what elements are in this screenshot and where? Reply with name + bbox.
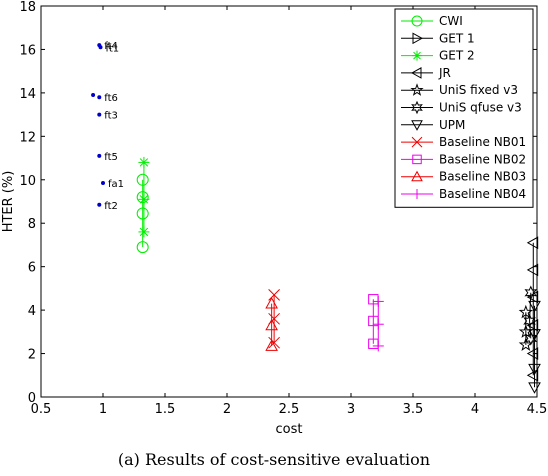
x-tick-label: 1.5 xyxy=(155,402,176,417)
data-point xyxy=(268,289,280,301)
legend-label: Baseline NB02 xyxy=(439,152,526,166)
legend-label: Baseline NB03 xyxy=(439,170,526,184)
y-axis: 0 2 4 6 8 10 12 14 16 18 xyxy=(19,0,537,406)
y-axis-label: HTER (%) xyxy=(1,171,16,233)
data-point xyxy=(101,181,105,186)
x-tick-label: 1 xyxy=(99,402,107,417)
x-tick-label: 2 xyxy=(223,402,231,417)
legend-label: UniS fixed v3 xyxy=(439,83,518,97)
y-tick-label: 8 xyxy=(28,217,36,232)
x-tick-label: 4 xyxy=(471,402,479,417)
data-point xyxy=(526,263,539,277)
data-point xyxy=(97,112,102,117)
series-baseline-nb02 xyxy=(368,294,379,349)
data-point xyxy=(136,191,149,204)
legend-item: Baseline NB02 xyxy=(401,152,526,166)
data-point xyxy=(91,93,96,98)
data-point xyxy=(136,207,149,220)
data-point xyxy=(526,236,539,250)
y-tick-label: 2 xyxy=(28,348,36,363)
series-jr xyxy=(526,236,539,382)
point-annotation: ft6 xyxy=(104,93,118,104)
data-point xyxy=(526,318,539,332)
data-point xyxy=(138,156,150,168)
series-get-2 xyxy=(138,156,150,238)
x-tick-label: 3.5 xyxy=(403,402,424,417)
point-annotation: ft1 xyxy=(106,43,120,54)
legend-item: UniS qfuse v3 xyxy=(401,101,522,115)
y-tick-label: 4 xyxy=(28,304,36,319)
x-axis-label: cost xyxy=(276,422,303,437)
legend-item: GET 1 xyxy=(401,31,475,45)
legend-item: CWI xyxy=(401,14,463,28)
data-point xyxy=(265,339,278,351)
legend: CWI GET 1 GET 2 JR UniS fixed v3 UniS qfuse v… xyxy=(394,8,534,208)
legend-label: Baseline NB01 xyxy=(439,135,526,149)
data-point xyxy=(524,285,538,301)
data-point xyxy=(265,318,278,331)
legend-item: Baseline NB04 xyxy=(401,187,526,201)
data-point xyxy=(372,295,384,307)
y-tick-label: 14 xyxy=(19,87,36,102)
legend-label: CWI xyxy=(439,14,463,28)
data-point xyxy=(97,202,102,207)
legend-item: JR xyxy=(401,66,451,80)
data-point xyxy=(372,318,384,330)
point-annotation: ft5 xyxy=(104,152,118,163)
data-point xyxy=(138,193,150,205)
x-tick-label: 0.5 xyxy=(31,402,52,417)
legend-item: GET 2 xyxy=(401,49,475,63)
data-point xyxy=(526,290,539,304)
series-upm xyxy=(528,300,541,394)
legend-label: GET 2 xyxy=(439,49,475,63)
series-baseline-nb01 xyxy=(268,289,280,349)
data-point xyxy=(526,368,539,382)
point-annotation: fa1 xyxy=(108,179,124,190)
legend-item: Baseline NB03 xyxy=(401,170,526,184)
x-tick-label: 4.5 xyxy=(527,402,548,417)
y-tick-label: 12 xyxy=(19,130,36,145)
data-point xyxy=(265,297,278,309)
point-annotation: ft3 xyxy=(104,111,118,122)
x-tick-label: 2.5 xyxy=(279,402,300,417)
y-tick-label: 18 xyxy=(19,0,36,15)
figure-caption: (a) Results of cost-sensitive evaluation xyxy=(117,450,431,469)
legend-label: Baseline NB04 xyxy=(439,187,526,201)
legend-label: JR xyxy=(438,66,451,80)
data-point xyxy=(136,173,149,186)
y-tick-label: 16 xyxy=(19,43,36,58)
y-tick-label: 0 xyxy=(28,391,36,406)
legend-label: GET 1 xyxy=(439,31,475,45)
series-baseline-nb04 xyxy=(372,295,384,352)
data-point xyxy=(526,347,539,360)
legend-item: Baseline NB01 xyxy=(401,135,526,149)
data-point xyxy=(268,336,280,349)
x-tick-label: 3 xyxy=(347,402,355,417)
legend-item: UniS fixed v3 xyxy=(401,83,518,97)
data-point xyxy=(97,153,102,158)
data-point xyxy=(98,45,103,50)
data-point xyxy=(372,340,384,352)
legend-item: UPM xyxy=(401,118,465,132)
point-annotation: ft2 xyxy=(104,201,118,212)
point-annotation: ft4 xyxy=(104,41,118,52)
series-baseline-nb03 xyxy=(265,297,278,351)
data-point xyxy=(97,95,102,100)
series-cwi xyxy=(136,173,149,254)
x-axis: 0.5 1 1.5 2 2.5 3 3.5 4 4.5 xyxy=(31,6,548,417)
data-point xyxy=(136,241,149,254)
y-tick-label: 6 xyxy=(28,261,36,276)
data-point xyxy=(138,226,150,238)
y-tick-label: 10 xyxy=(19,174,36,189)
data-point xyxy=(524,331,538,346)
legend-label: UPM xyxy=(439,118,465,132)
legend-label: UniS qfuse v3 xyxy=(439,101,522,115)
